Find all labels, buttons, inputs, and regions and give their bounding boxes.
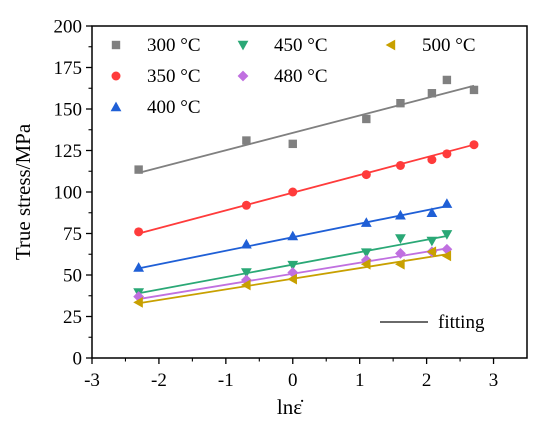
data-point-series-5 [395,258,405,270]
y-tick-label: 75 [63,224,82,245]
y-tick-label: 150 [54,100,83,121]
fit-line-series-0 [138,84,475,174]
data-point-series-5 [287,273,297,285]
data-point-series-0 [288,139,297,149]
data-points [133,75,479,308]
data-point-series-5 [133,296,143,308]
data-point-series-1 [134,227,144,237]
data-point-series-3 [360,248,372,258]
legend-marker [237,40,249,51]
data-point-series-3 [441,230,453,240]
x-axis-title: lnε̇ [277,395,304,419]
data-point-series-0 [362,114,371,124]
data-point-series-2 [240,238,252,249]
legend-marker [111,71,121,81]
x-tick-label: -1 [218,370,234,391]
data-point-series-0 [396,98,405,108]
data-point-series-4 [360,254,372,266]
y-tick-label: 0 [73,349,83,370]
x-tick-label: 3 [489,370,499,391]
legend-label: fitting [438,312,485,333]
data-point-series-5 [360,258,371,270]
y-axis: 0 25 50 75 100 125 150 175 200 [54,17,92,370]
data-point-series-2 [287,230,299,241]
fit-line-series-1 [138,143,475,235]
data-point-series-3 [395,234,406,244]
data-point-series-0 [134,165,143,174]
y-tick-label: 100 [54,183,83,204]
y-tick-label: 125 [54,141,83,162]
x-tick-label: -3 [84,370,100,391]
legend-marker [237,70,249,82]
data-point-series-5 [441,250,452,262]
data-point-series-1 [361,170,371,180]
legend-marker [111,40,121,50]
x-tick-label: -2 [151,370,167,391]
data-point-series-2 [360,217,372,227]
legend-label: 500 °C [422,35,476,56]
data-point-series-2 [133,262,145,272]
data-point-series-1 [241,200,251,210]
data-point-series-3 [287,260,299,271]
data-point-series-1 [469,140,479,150]
data-point-series-0 [427,89,437,98]
data-point-series-3 [426,236,438,247]
y-tick-label: 200 [54,17,83,38]
legend: 300 °C 350 °C 400 °C 450 °C 480 °C 500 °C fitt… [110,35,485,333]
x-axis: -3 -2 -1 0 1 2 3 [84,358,498,391]
data-point-series-1 [442,149,452,159]
legend-label: 350 °C [147,66,201,87]
data-point-series-3 [240,268,252,278]
data-point-series-2 [426,207,438,217]
data-point-series-0 [469,85,479,95]
legend-label: 480 °C [274,66,328,87]
x-tick-label: 0 [288,370,298,391]
data-point-series-0 [442,75,452,85]
legend-label: 300 °C [147,35,201,56]
data-point-series-2 [441,198,453,208]
fit-lines [138,84,475,305]
data-point-series-0 [242,136,251,145]
x-tick-label: 1 [355,370,365,391]
legend-marker [110,101,122,112]
y-tick-label: 50 [63,266,82,287]
data-point-series-5 [426,246,437,258]
data-point-series-2 [395,209,406,220]
data-point-series-1 [395,160,405,170]
legend-label: 400 °C [147,97,201,118]
legend-label: 450 °C [274,35,328,56]
x-tick-label: 2 [422,370,432,391]
y-axis-title: True stress/MPa [11,123,35,260]
y-tick-label: 175 [54,58,83,79]
data-point-series-4 [395,248,406,259]
legend-marker [385,39,396,51]
data-point-series-1 [427,155,437,165]
data-point-series-5 [240,279,251,291]
y-tick-label: 25 [63,307,82,328]
data-point-series-1 [288,187,298,197]
